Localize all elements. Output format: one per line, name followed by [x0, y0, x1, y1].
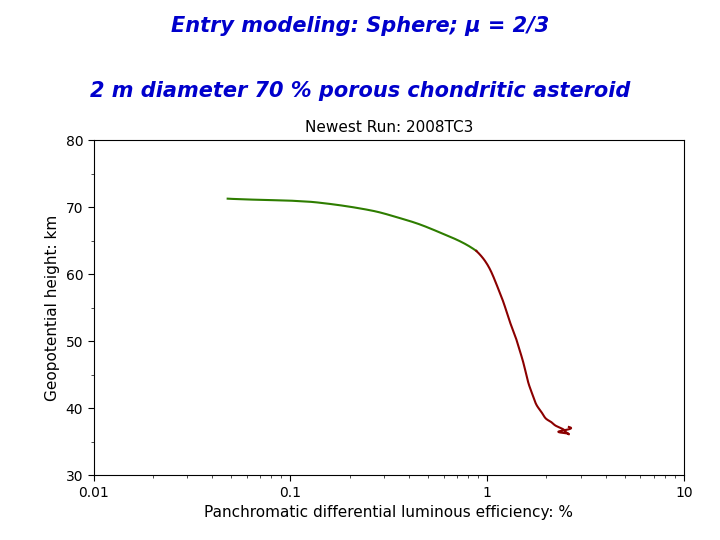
Text: Entry modeling: Sphere; μ = 2/3: Entry modeling: Sphere; μ = 2/3	[171, 16, 549, 36]
Title: Newest Run: 2008TC3: Newest Run: 2008TC3	[305, 120, 473, 135]
X-axis label: Panchromatic differential luminous efficiency: %: Panchromatic differential luminous effic…	[204, 505, 573, 520]
Text: 2 m diameter 70 % porous chondritic asteroid: 2 m diameter 70 % porous chondritic aste…	[90, 81, 630, 101]
Y-axis label: Geopotential height: km: Geopotential height: km	[45, 215, 60, 401]
